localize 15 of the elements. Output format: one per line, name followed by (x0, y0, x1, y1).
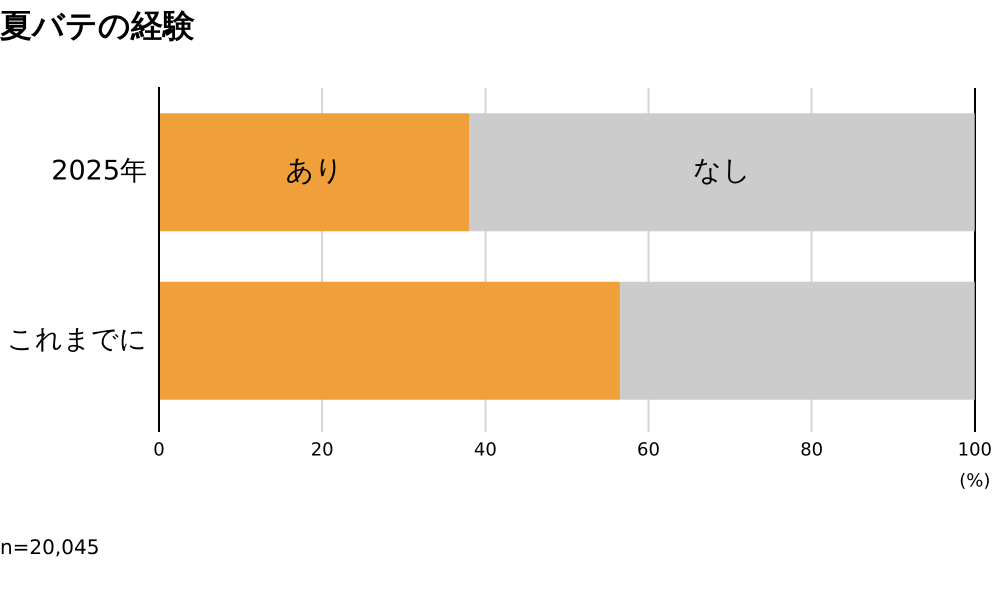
x-tick-label: 80 (800, 439, 824, 460)
x-tick-label: 0 (153, 439, 165, 460)
text: n=20,045 (0, 535, 100, 560)
x-tick-label: 60 (637, 439, 660, 460)
series-label: あり (286, 154, 344, 187)
y-tick-label: 2025年 (51, 155, 147, 186)
x-axis-title: (%) (959, 470, 990, 492)
x-tick-label: 20 (310, 439, 334, 460)
chart-title: 夏バテの経験 (0, 6, 195, 44)
bar (160, 282, 620, 400)
series-label: なし (692, 154, 751, 187)
x-tick-label: 100 (958, 439, 992, 460)
y-tick-label: これまでに (7, 324, 147, 355)
bar (160, 113, 470, 232)
x-tick-label: 40 (474, 439, 497, 460)
